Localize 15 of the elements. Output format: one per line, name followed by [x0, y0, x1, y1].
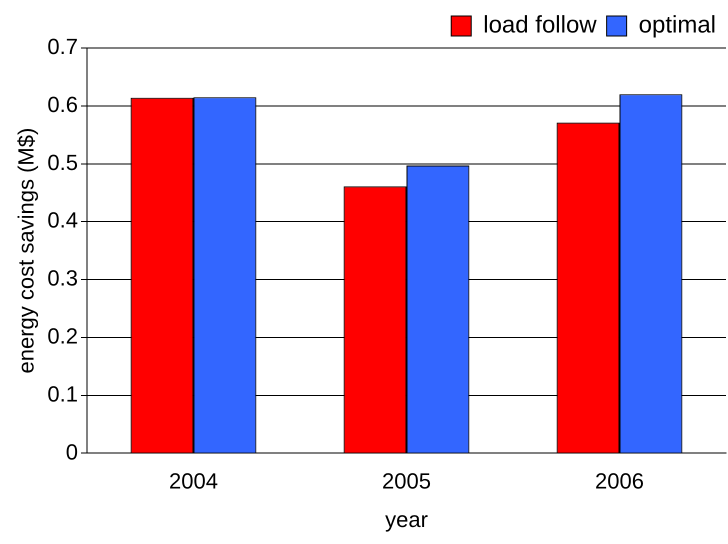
x-tick-label: 2006	[595, 468, 644, 494]
legend-label: load follow	[483, 12, 598, 39]
x-axis-title: year	[385, 506, 428, 532]
x-tick-label: 2004	[169, 468, 218, 494]
y-tick-label: 0.5	[47, 150, 78, 175]
y-tick-label: 0.2	[47, 323, 78, 348]
legend-label: optimal	[638, 12, 716, 39]
y-tick-label: 0.4	[47, 208, 78, 233]
y-tick-label: 0.3	[47, 266, 78, 291]
x-tick-label: 2005	[382, 468, 431, 494]
y-axis-title: energy cost savings (M$)	[13, 128, 38, 374]
y-tick-label: 0	[66, 439, 78, 464]
y-tick-label: 0.1	[47, 381, 78, 406]
y-tick-label: 0.7	[47, 34, 78, 60]
y-tick-label: 0.6	[47, 92, 78, 117]
